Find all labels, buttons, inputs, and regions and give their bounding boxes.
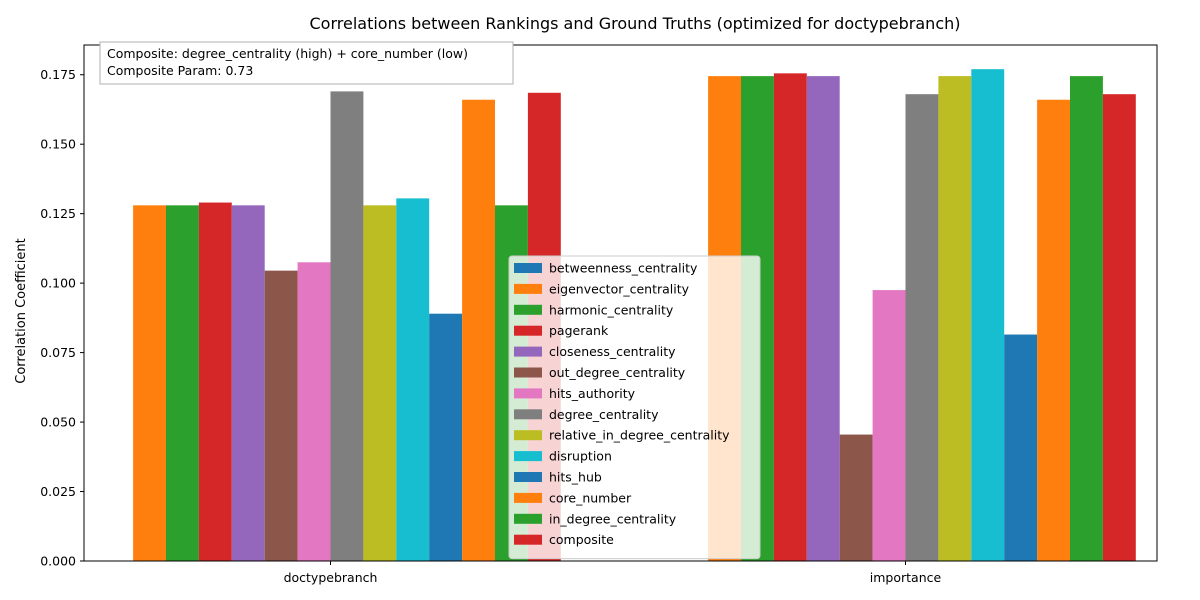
bar-hits_hub-doctypebranch bbox=[429, 313, 463, 561]
legend-label-hits_authority: hits_authority bbox=[549, 386, 636, 401]
annotation-line-1: Composite: degree_centrality (high) + co… bbox=[107, 46, 468, 61]
legend-swatch-degree_centrality bbox=[514, 409, 542, 420]
bar-disruption-doctypebranch bbox=[396, 198, 430, 561]
legend-swatch-closeness_centrality bbox=[514, 346, 542, 357]
y-tick-label: 0.100 bbox=[40, 276, 76, 291]
legend-swatch-eigenvector_centrality bbox=[514, 283, 542, 294]
bar-hits_authority-importance bbox=[872, 290, 906, 561]
y-tick-label: 0.175 bbox=[40, 67, 76, 82]
y-tick-label: 0.125 bbox=[40, 206, 76, 221]
legend-swatch-hits_hub bbox=[514, 472, 542, 482]
legend-label-in_degree_centrality: in_degree_centrality bbox=[549, 511, 677, 526]
legend-label-closeness_centrality: closeness_centrality bbox=[549, 344, 676, 359]
legend-label-out_degree_centrality: out_degree_centrality bbox=[549, 365, 686, 380]
legend-label-hits_hub: hits_hub bbox=[549, 470, 602, 485]
legend-label-composite: composite bbox=[549, 532, 614, 547]
bar-pagerank-doctypebranch bbox=[198, 202, 232, 562]
legend-label-pagerank: pagerank bbox=[549, 323, 609, 338]
bar-hits_authority-doctypebranch bbox=[297, 262, 331, 561]
bar-composite-importance bbox=[1102, 94, 1136, 562]
bar-core_number-doctypebranch bbox=[462, 99, 495, 562]
bar-closeness_centrality-doctypebranch bbox=[231, 205, 265, 561]
legend-label-harmonic_centrality: harmonic_centrality bbox=[549, 302, 674, 317]
legend-swatch-pagerank bbox=[514, 325, 542, 336]
bar-degree_centrality-doctypebranch bbox=[330, 91, 364, 562]
legend-label-core_number: core_number bbox=[549, 490, 632, 505]
bar-core_number-importance bbox=[1037, 99, 1070, 562]
axes-layer: 0.000 0.025 0.050 0.075 0.100 0.125 0.150 0.175… bbox=[40, 44, 1158, 585]
legend-swatch-composite bbox=[514, 534, 542, 545]
bar-pagerank-importance bbox=[773, 73, 807, 561]
annotation-line-2: Composite Param: 0.73 bbox=[107, 63, 253, 78]
bar-disruption-importance bbox=[971, 69, 1005, 562]
bar-in_degree_centrality-importance bbox=[1070, 76, 1103, 562]
bar-degree_centrality-importance bbox=[905, 94, 939, 562]
legend-swatch-harmonic_centrality bbox=[514, 304, 542, 315]
bar-harmonic_centrality-doctypebranch bbox=[166, 205, 199, 561]
bar-out_degree_centrality-doctypebranch bbox=[264, 270, 298, 561]
legend-swatch-disruption bbox=[514, 451, 542, 462]
bar-eigenvector_centrality-doctypebranch bbox=[133, 205, 166, 561]
legend-swatch-relative_in_degree_centrality bbox=[514, 430, 542, 441]
chart-title: Correlations between Rankings and Ground… bbox=[309, 14, 960, 33]
y-tick-label: 0.000 bbox=[40, 554, 76, 569]
bar-closeness_centrality-importance bbox=[806, 76, 840, 562]
legend: betweenness_centrality eigenvector_centra… bbox=[508, 255, 761, 560]
bar-hits_hub-importance bbox=[1004, 334, 1038, 561]
plot-frame bbox=[83, 44, 1158, 562]
legend-swatch-out_degree_centrality bbox=[514, 367, 542, 378]
legend-swatch-hits_authority bbox=[514, 388, 542, 399]
annotation-frame bbox=[99, 41, 514, 85]
legend-frame bbox=[508, 255, 761, 560]
legend-swatch-core_number bbox=[514, 492, 542, 503]
bar-relative_in_degree_centrality-importance bbox=[938, 76, 972, 562]
y-tick-label: 0.150 bbox=[40, 137, 76, 152]
legend-swatch-in_degree_centrality bbox=[514, 513, 542, 524]
y-axis-label: Correlation Coefficient bbox=[14, 238, 29, 384]
y-tick-label: 0.075 bbox=[40, 345, 76, 360]
x-tick-label: importance bbox=[870, 570, 942, 585]
legend-label-relative_in_degree_centrality: relative_in_degree_centrality bbox=[549, 428, 730, 443]
bar-out_degree_centrality-importance bbox=[839, 434, 873, 561]
y-tick-label: 0.025 bbox=[40, 484, 76, 499]
legend-swatch-betweenness_centrality bbox=[514, 263, 542, 273]
legend-label-betweenness_centrality: betweenness_centrality bbox=[549, 261, 698, 276]
legend-label-eigenvector_centrality: eigenvector_centrality bbox=[549, 281, 690, 296]
annotation-box: Composite: degree_centrality (high) + co… bbox=[99, 41, 514, 85]
y-tick-label: 0.050 bbox=[40, 415, 76, 430]
bar-relative_in_degree_centrality-doctypebranch bbox=[363, 205, 397, 561]
legend-label-degree_centrality: degree_centrality bbox=[549, 407, 659, 422]
legend-label-disruption: disruption bbox=[549, 449, 612, 464]
x-tick-label: doctypebranch bbox=[284, 570, 378, 585]
